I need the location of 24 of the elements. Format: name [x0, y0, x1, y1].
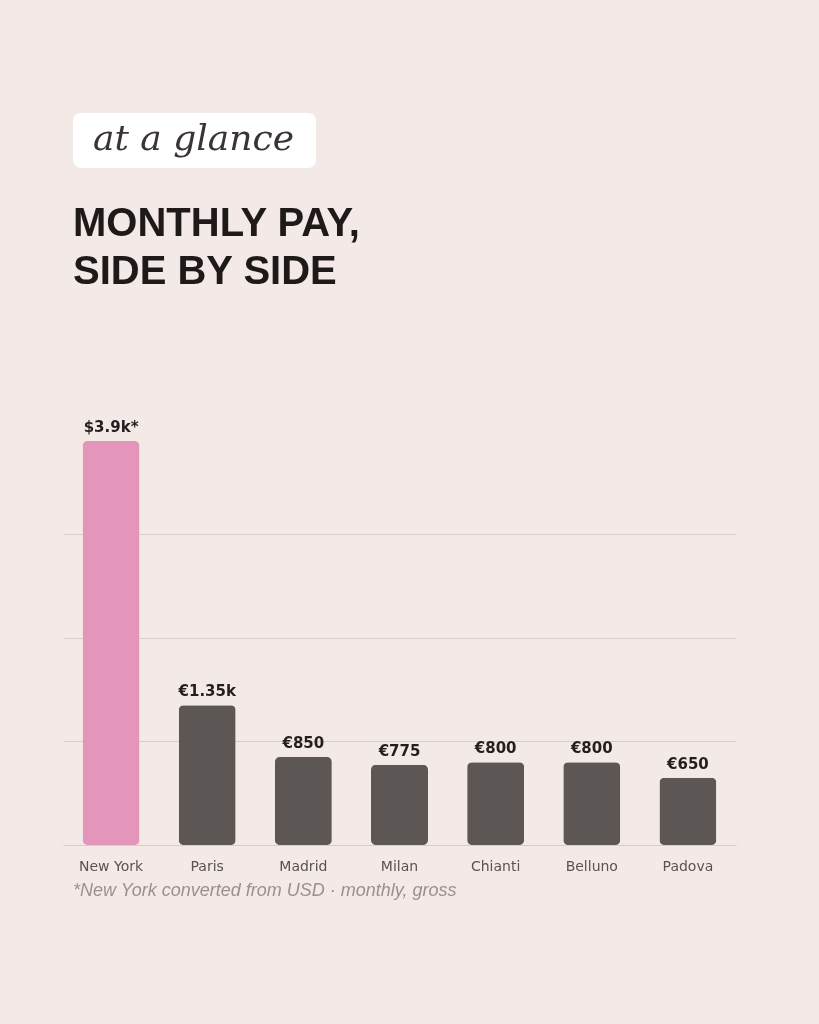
- bar: [274, 756, 332, 845]
- data-label: €800: [569, 739, 613, 758]
- x-tick-label: Chianti: [470, 857, 521, 874]
- chart-title: MONTHLY PAY, SIDE BY SIDE: [73, 199, 360, 294]
- bar: [563, 762, 621, 845]
- text: *New York converted from USD · monthly, gross: [73, 880, 457, 901]
- x-tick-label: Belluno: [565, 857, 618, 874]
- x-tick-label: New York: [79, 857, 145, 874]
- x-tick-label: Milan: [380, 857, 419, 874]
- bar: [659, 777, 717, 845]
- data-label: €800: [473, 739, 517, 758]
- data-label: €650: [666, 754, 709, 773]
- data-label: €1.35k: [177, 682, 237, 701]
- data-label: €850: [281, 733, 325, 752]
- x-tick-label: Padova: [662, 857, 714, 874]
- bar: [467, 762, 525, 845]
- bar: [178, 705, 236, 845]
- bar: [82, 441, 140, 845]
- x-tick-label: Paris: [190, 857, 224, 874]
- x-tick-label: Madrid: [279, 857, 328, 874]
- data-label: €775: [377, 741, 421, 760]
- data-label: $3.9k*: [83, 418, 139, 436]
- chart-subtitle: at a glance: [73, 113, 316, 168]
- bar: [371, 764, 428, 845]
